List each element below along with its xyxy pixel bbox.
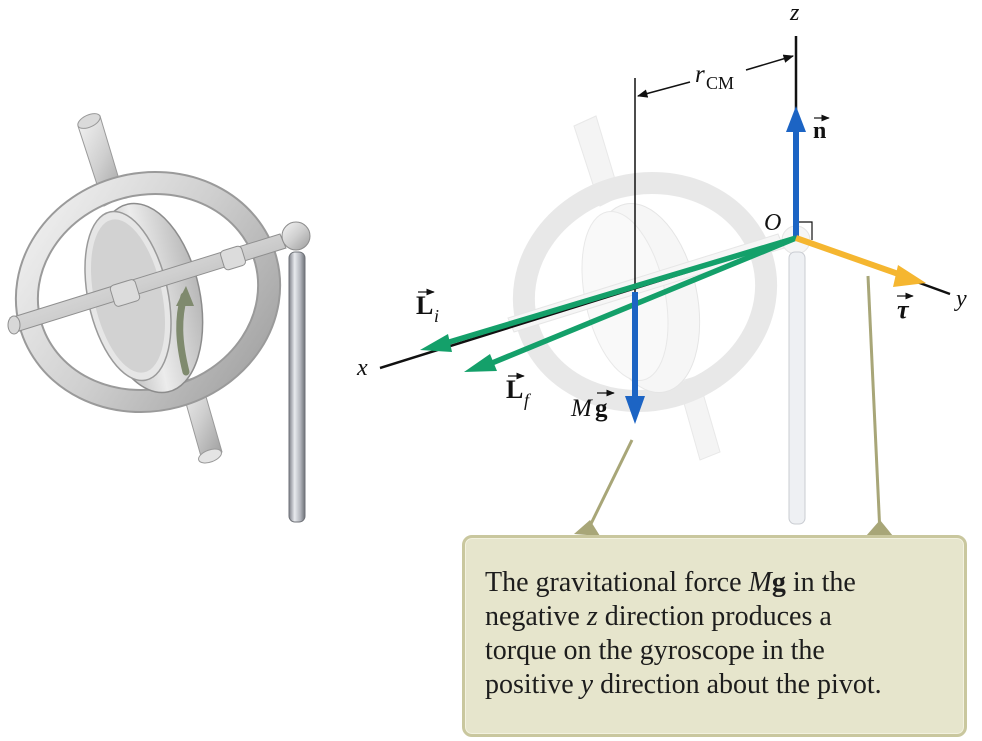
explanation-callout: The gravitational force Mg in the negati… xyxy=(462,535,967,737)
angular-momentum-final-label: L f xyxy=(506,372,532,410)
svg-text:r: r xyxy=(695,61,705,88)
svg-text:f: f xyxy=(524,390,532,410)
caption-g-vector: g xyxy=(771,567,786,598)
svg-text:i: i xyxy=(434,306,439,326)
angular-momentum-final-vector xyxy=(490,235,798,366)
svg-text:M: M xyxy=(570,395,593,422)
callout-leader-gravity xyxy=(584,439,634,535)
y-axis-label: y xyxy=(954,286,967,312)
gyroscope-illustration-left xyxy=(7,113,311,523)
svg-text:g: g xyxy=(595,395,608,422)
gravity-label: M g xyxy=(570,389,615,422)
x-axis-label: x xyxy=(356,355,368,381)
svg-text:L: L xyxy=(506,375,523,404)
angular-momentum-initial-vector xyxy=(445,235,797,346)
svg-text:n: n xyxy=(813,118,826,144)
z-axis-label: z xyxy=(789,0,800,26)
angular-momentum-initial-label: L i xyxy=(416,288,439,326)
normal-force-arrowhead xyxy=(786,106,806,132)
rcm-arrow-right xyxy=(745,54,795,71)
callout-leader-torque xyxy=(866,275,882,535)
angular-momentum-initial-arrowhead xyxy=(420,334,452,352)
gyroscope-illustration-ghost xyxy=(507,115,811,461)
rcm-arrow-left xyxy=(636,81,691,98)
angular-momentum-final-arrowhead xyxy=(464,354,497,372)
rcm-label: r CM xyxy=(695,61,734,93)
torque-label: τ xyxy=(897,292,914,324)
normal-force-label: n xyxy=(813,114,830,144)
pivot-pole-ghost xyxy=(788,251,806,525)
caption-line-1: The gravitational force Mg in the xyxy=(485,567,856,598)
gravity-arrowhead xyxy=(625,396,645,424)
caption-line-2: negative z direction produces a xyxy=(485,601,832,632)
svg-text:CM: CM xyxy=(706,73,734,93)
caption-line-3: torque on the gyroscope in the xyxy=(485,635,825,666)
torque-arrowhead xyxy=(893,265,926,287)
svg-text:L: L xyxy=(416,291,433,320)
origin-label: O xyxy=(764,210,781,236)
right-angle-mark xyxy=(796,221,813,240)
caption-line-4: positive y direction about the pivot. xyxy=(485,669,882,700)
svg-text:τ: τ xyxy=(897,295,910,324)
torque-vector xyxy=(795,235,905,279)
